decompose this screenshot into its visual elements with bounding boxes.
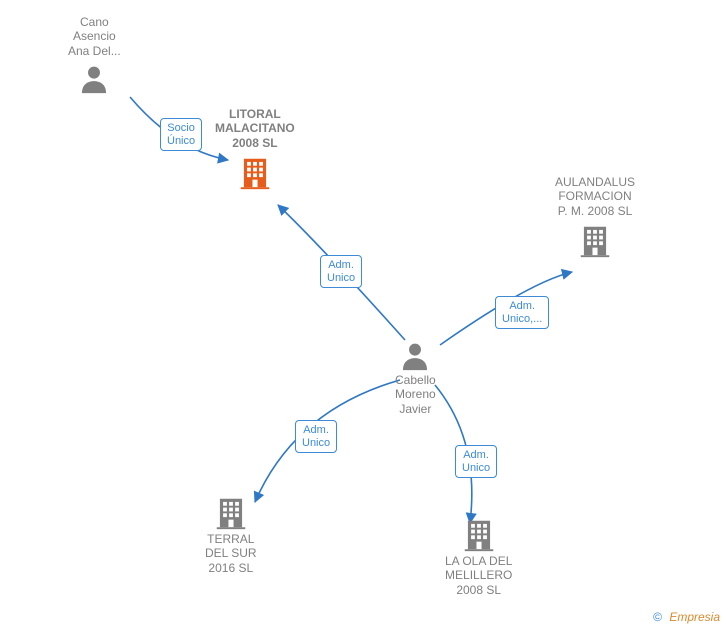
- node-cabello[interactable]: Cabello Moreno Javier: [395, 335, 436, 416]
- node-label-cano: Cano Asencio Ana Del...: [68, 15, 121, 58]
- node-label-laola: LA OLA DEL MELILLERO 2008 SL: [445, 554, 512, 597]
- edge-label-e3: Adm. Unico,...: [495, 296, 549, 329]
- node-label-litoral: LITORAL MALACITANO 2008 SL: [215, 107, 295, 150]
- node-label-terral: TERRAL DEL SUR 2016 SL: [205, 532, 257, 575]
- edge-label-e4: Adm. Unico: [295, 420, 337, 453]
- footer-attribution: © Empresia: [653, 610, 720, 624]
- edge-label-e5: Adm. Unico: [455, 445, 497, 478]
- node-label-cabello: Cabello Moreno Javier: [395, 373, 436, 416]
- person-icon: [68, 62, 121, 96]
- person-icon: [395, 339, 436, 373]
- node-litoral[interactable]: LITORAL MALACITANO 2008 SL: [215, 107, 295, 192]
- node-terral[interactable]: TERRAL DEL SUR 2016 SL: [205, 490, 257, 575]
- building-icon: [555, 222, 635, 260]
- edge-label-e1: Socio Único: [160, 118, 202, 151]
- building-icon: [445, 516, 512, 554]
- node-laola[interactable]: LA OLA DEL MELILLERO 2008 SL: [445, 512, 512, 597]
- edge-label-e2: Adm. Unico: [320, 255, 362, 288]
- building-icon: [215, 154, 295, 192]
- node-cano[interactable]: Cano Asencio Ana Del...: [68, 15, 121, 96]
- footer-brand: Empresia: [669, 610, 720, 624]
- node-aulan[interactable]: AULANDALUS FORMACION P. M. 2008 SL: [555, 175, 635, 260]
- node-label-aulan: AULANDALUS FORMACION P. M. 2008 SL: [555, 175, 635, 218]
- footer-copy: ©: [653, 610, 662, 624]
- building-icon: [205, 494, 257, 532]
